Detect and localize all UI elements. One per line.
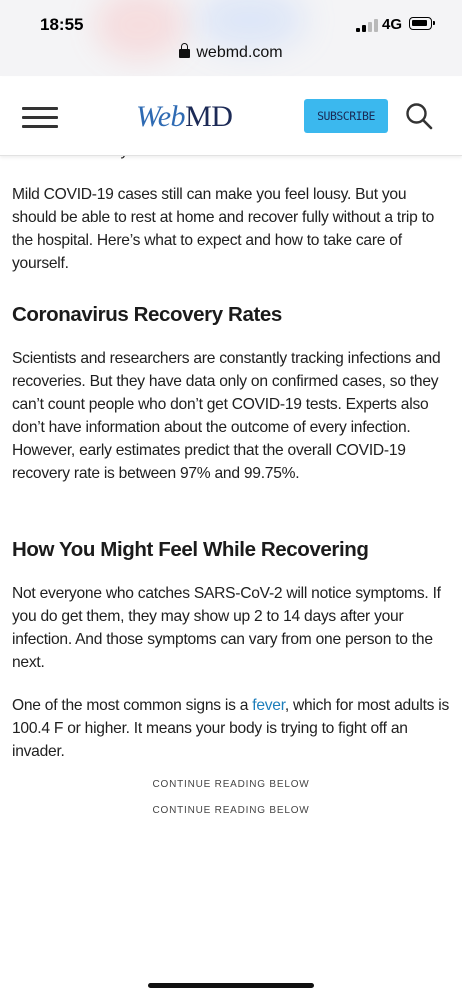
background-glow: [195, 0, 305, 50]
paragraph-text: One of the most common signs is a: [12, 697, 253, 714]
browser-top-bar: 18:55 4G webmd.com: [0, 0, 462, 76]
search-icon[interactable]: [405, 102, 433, 130]
battery-icon: [409, 17, 435, 30]
background-glow: [95, 0, 185, 60]
url-text: webmd.com: [196, 44, 283, 61]
article-paragraph: Mild COVID-19 cases still can make you f…: [12, 186, 435, 272]
section-heading: How You Might Feel While Recovering: [12, 538, 369, 561]
site-header: WebMD SUBSCRIBE: [0, 77, 462, 156]
article-paragraph: Scientists and researchers are constantl…: [12, 350, 441, 482]
fever-link[interactable]: fever: [252, 697, 285, 714]
logo-md: MD: [185, 100, 233, 133]
continue-reading-label: CONTINUE READING BELOW: [152, 779, 310, 790]
lock-icon: [179, 43, 191, 58]
signal-icon: [356, 19, 378, 32]
webmd-logo[interactable]: WebMD: [136, 100, 233, 134]
continue-reading-label: CONTINUE READING BELOW: [152, 805, 310, 816]
address-bar[interactable]: webmd.com: [0, 43, 462, 62]
article-paragraph: Not everyone who catches SARS-CoV-2 will…: [12, 585, 441, 671]
section-heading: Coronavirus Recovery Rates: [12, 303, 282, 326]
article-paragraph: One of the most common signs is a fever,…: [12, 694, 452, 763]
home-indicator[interactable]: [148, 983, 314, 988]
logo-web: Web: [136, 100, 186, 133]
network-type: 4G: [382, 16, 403, 33]
paragraph-text: , which for most adults is 100.4 F or hi…: [12, 697, 450, 760]
subscribe-button[interactable]: SUBSCRIBE: [304, 99, 388, 133]
status-time: 18:55: [40, 15, 84, 34]
menu-icon[interactable]: [22, 107, 58, 129]
